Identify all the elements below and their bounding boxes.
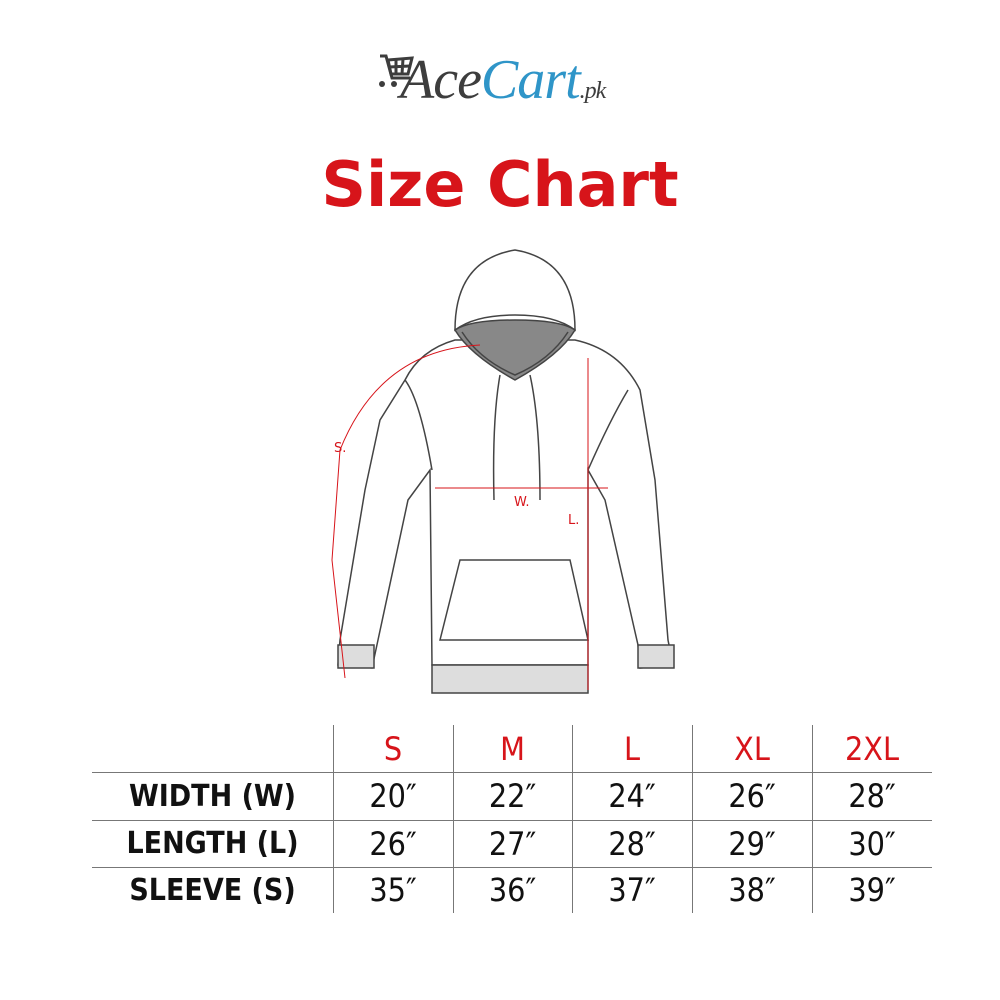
row-label: SLEEVE (S): [129, 872, 296, 908]
size-header: S: [383, 729, 403, 768]
column-divider: [453, 725, 454, 913]
table-cell: 39″: [848, 871, 896, 909]
column-divider: [692, 725, 693, 913]
size-header: M: [500, 729, 525, 768]
table-cell: 27″: [488, 824, 537, 863]
column-divider: [812, 725, 813, 913]
table-cell: 38″: [728, 871, 776, 909]
acecart-logo: AceCart.pk: [378, 48, 668, 118]
size-header: XL: [734, 729, 770, 768]
row-divider: [92, 820, 932, 821]
table-cell: 29″: [728, 824, 776, 863]
row-divider: [92, 867, 932, 868]
sleeve-label: S.: [334, 441, 346, 456]
column-divider: [333, 725, 334, 913]
table-cell: 28″: [848, 777, 896, 815]
table-cell: 22″: [488, 777, 537, 815]
table-cell: 37″: [608, 871, 656, 909]
table-cell: 28″: [608, 824, 656, 863]
shopping-cart-icon: [379, 54, 414, 87]
length-label: L.: [568, 513, 579, 528]
column-divider: [572, 725, 573, 913]
table-cell: 26″: [728, 777, 776, 815]
width-label: W.: [514, 495, 530, 510]
size-header: L: [623, 729, 641, 768]
row-divider: [92, 772, 932, 773]
table-cell: 20″: [369, 777, 417, 815]
logo-text: AceCart.pk: [400, 49, 606, 111]
row-label: WIDTH (W): [128, 778, 297, 814]
table-cell: 36″: [488, 871, 537, 909]
page-title: Size Chart: [321, 148, 679, 221]
table-cell: 24″: [608, 777, 656, 815]
row-label: LENGTH (L): [126, 826, 299, 861]
size-table: S M L XL 2XL WIDTH (W) 20″ 22″ 24″ 26″ 28″ LENGTH (…: [92, 725, 932, 913]
hoodie-diagram: S. W. L.: [331, 249, 675, 694]
table-cell: 30″: [848, 824, 896, 863]
size-header: 2XL: [844, 729, 900, 768]
table-cell: 35″: [369, 871, 417, 909]
table-cell: 26″: [369, 824, 417, 863]
